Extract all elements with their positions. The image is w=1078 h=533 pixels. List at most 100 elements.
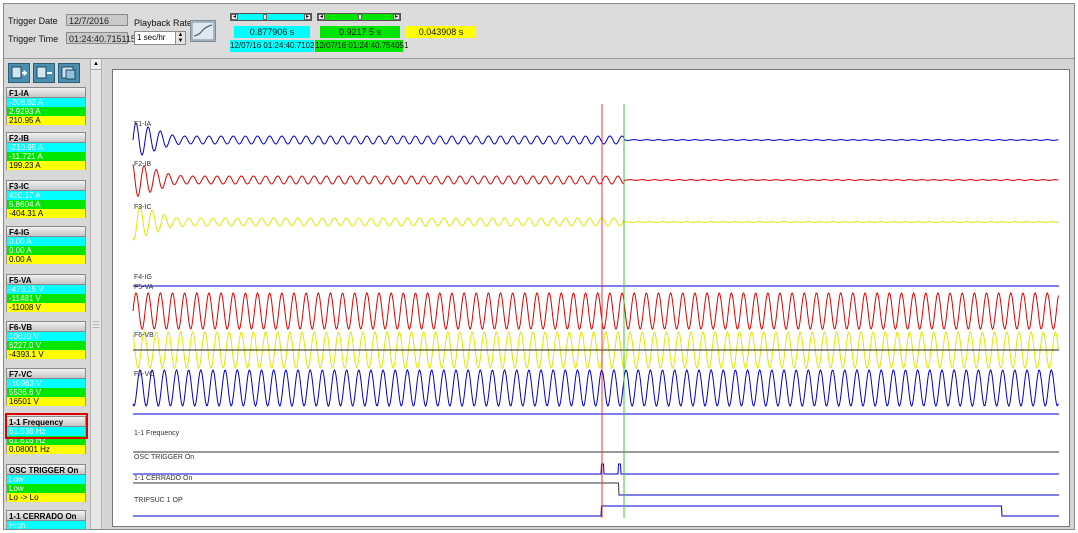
trigger-time-label: Trigger Time	[8, 34, 59, 44]
cursor1-timestamp: 12/07/16 01:24:40.710242	[230, 40, 324, 52]
channel-f6-vb[interactable]: F6-VB 10620 V 6227.0 V -4393.1 V	[6, 321, 86, 359]
channel-frequency[interactable]: 1-1 Frequency 61.536 Hz 61.616 Hz 0.0800…	[6, 416, 86, 454]
channel-osc-trigger[interactable]: OSC TRIGGER On Low Low Lo -> Lo	[6, 464, 86, 502]
channel-name: F5-VA	[6, 274, 86, 285]
toolbar: Trigger Date 12/7/2016 Trigger Time 01:2…	[4, 4, 1074, 59]
cursor2-right-arrow-icon[interactable]: ▸	[393, 14, 400, 20]
channel-delta-value: 16501 V	[6, 397, 86, 406]
wave-label-ib: F2-IB	[134, 161, 151, 168]
channel-delta-value: -404.31 A	[6, 209, 86, 218]
cursor1-thumb[interactable]	[263, 14, 267, 20]
frequency-highlight-box	[5, 413, 88, 439]
chart-add-icon[interactable]	[8, 63, 30, 83]
waveform-canvas[interactable]: F1-IA F2-IB F3-IC F4-IG F5-VA F6-VB F7-V…	[113, 70, 1069, 526]
chart-remove-icon[interactable]	[33, 63, 55, 83]
cursor1-slider[interactable]: ◂ ▸	[230, 13, 312, 21]
channel-delta-value: 210.95 A	[6, 116, 86, 125]
channel-cursor2-value: 0.00 A	[6, 246, 86, 255]
channel-cursor2-value: 61.616 Hz	[6, 436, 86, 445]
wave-label-vb: F6-VB	[134, 332, 154, 339]
channel-panel: F1-IA -208.02 A 2.9293 A 210.95 A F2-IB …	[4, 59, 88, 529]
channel-cursor1-value: High	[6, 521, 86, 529]
channel-name: 1-1 CERRADO On	[6, 510, 86, 521]
channel-cursor1-value: -210.95 A	[6, 143, 86, 152]
trace-ib	[132, 164, 1059, 198]
chart-settings-icon[interactable]	[58, 63, 80, 83]
playback-rate-value: 1 sec/hr	[137, 33, 166, 42]
channel-delta-value: 199.23 A	[6, 161, 86, 170]
trace-vc	[132, 369, 1059, 407]
channel-delta-value: 0.08001 Hz	[6, 445, 86, 454]
wave-label-ia: F1-IA	[134, 121, 151, 128]
waveform-viewer-window: Trigger Date 12/7/2016 Trigger Time 01:2…	[3, 3, 1075, 530]
channel-toolbar	[6, 63, 86, 85]
wave-label-ic: F3-IC	[134, 204, 152, 211]
wave-label-va: F5-VA	[134, 284, 154, 291]
spinner-arrows-icon[interactable]: ▲ ▼	[175, 32, 185, 44]
cursor2-thumb[interactable]	[358, 14, 362, 20]
trace-cerrado	[133, 482, 1059, 496]
wave-label-trip: TRIPSUC 1 OP	[134, 497, 183, 504]
waveform-plot-area: F1-IA F2-IB F3-IC F4-IG F5-VA F6-VB F7-V…	[104, 59, 1074, 529]
trigger-time-field[interactable]: 01:24:40.715115	[66, 32, 136, 44]
channel-cerrado[interactable]: 1-1 CERRADO On High	[6, 510, 86, 529]
channel-cursor1-value: 10620 V	[6, 332, 86, 341]
waveform-plot-frame[interactable]: F1-IA F2-IB F3-IC F4-IG F5-VA F6-VB F7-V…	[112, 69, 1070, 527]
oscilloscope-button[interactable]	[190, 20, 216, 42]
trigger-date-label: Trigger Date	[8, 16, 58, 26]
cursor2-slider[interactable]: ◂ ▸	[317, 13, 401, 21]
channel-cursor2-value: 2.9293 A	[6, 107, 86, 116]
channel-name: OSC TRIGGER On	[6, 464, 86, 475]
channel-cursor1-value: -473.15 V	[6, 285, 86, 294]
channel-f3-ic[interactable]: F3-IC 410.17 A 5.8604 A -404.31 A	[6, 180, 86, 218]
scroll-grip-icon[interactable]: — — —	[93, 319, 99, 331]
trace-osc	[133, 463, 1059, 475]
channel-f2-ib[interactable]: F2-IB -210.95 A -11.721 A 199.23 A	[6, 132, 86, 170]
trace-ia	[132, 122, 1059, 156]
wave-label-ig: F4-IG	[134, 274, 152, 281]
cursor1-right-arrow-icon[interactable]: ▸	[304, 14, 311, 20]
cursor2-left-arrow-icon[interactable]: ◂	[318, 14, 325, 20]
trace-ic	[132, 205, 1059, 241]
delta-time: 0.043908 s	[406, 26, 476, 38]
channel-f5-va[interactable]: F5-VA -473.15 V -11481 V -11008 V	[6, 274, 86, 312]
channel-delta-value: 0.00 A	[6, 255, 86, 264]
channel-name: F6-VB	[6, 321, 86, 332]
channel-f1-ia[interactable]: F1-IA -208.02 A 2.9293 A 210.95 A	[6, 87, 86, 125]
channel-cursor1-value: -208.02 A	[6, 98, 86, 107]
cursor1-time: 0.877906 s	[234, 26, 310, 38]
wave-label-freq: 1-1 Frequency	[134, 430, 180, 437]
trigger-date-field[interactable]: 12/7/2016	[66, 14, 128, 26]
channel-cursor2-value: -11.721 A	[6, 152, 86, 161]
channel-delta-value: -11008 V	[6, 303, 86, 312]
channel-name: F7-VC	[6, 368, 86, 379]
channel-f4-ig[interactable]: F4-IG 0.00 A 0.00 A 0.00 A	[6, 226, 86, 264]
scroll-up-arrow-icon[interactable]: ▲	[91, 59, 101, 70]
channel-delta-value: Lo -> Lo	[6, 493, 86, 502]
channel-cursor1-value: Low	[6, 475, 86, 484]
trace-trip	[133, 505, 1059, 517]
playback-rate-label: Playback Rate	[134, 18, 193, 28]
channel-delta-value: -4393.1 V	[6, 350, 86, 359]
trace-va	[132, 292, 1059, 330]
channel-f7-vc[interactable]: F7-VC -10963 V 5536.6 V 16501 V	[6, 368, 86, 406]
channel-cursor2-value: 6227.0 V	[6, 341, 86, 350]
channel-cursor2-value: 5536.6 V	[6, 388, 86, 397]
playback-rate-spinner[interactable]: 1 sec/hr ▲ ▼	[134, 31, 186, 45]
channel-name: F4-IG	[6, 226, 86, 237]
channel-name: F1-IA	[6, 87, 86, 98]
cursor2-time: 0.9217 5 s	[320, 26, 400, 38]
trace-vb	[132, 331, 1059, 369]
channel-cursor1-value: 0.00 A	[6, 237, 86, 246]
wave-label-vc: F7-VC	[134, 371, 154, 378]
channel-cursor1-value: 410.17 A	[6, 191, 86, 200]
wave-label-cerrado: 1-1 CERRADO On	[134, 475, 192, 482]
channel-name: F3-IC	[6, 180, 86, 191]
channel-cursor1-value: -10963 V	[6, 379, 86, 388]
cursor1-left-arrow-icon[interactable]: ◂	[231, 14, 238, 20]
wave-label-osc: OSC TRIGGER On	[134, 454, 194, 461]
channel-cursor2-value: Low	[6, 484, 86, 493]
cursor2-timestamp: 12/07/16 01:24:40.754051	[315, 40, 409, 52]
channel-scrollbar[interactable]: ▲ — — —	[90, 59, 102, 529]
channel-name: F2-IB	[6, 132, 86, 143]
